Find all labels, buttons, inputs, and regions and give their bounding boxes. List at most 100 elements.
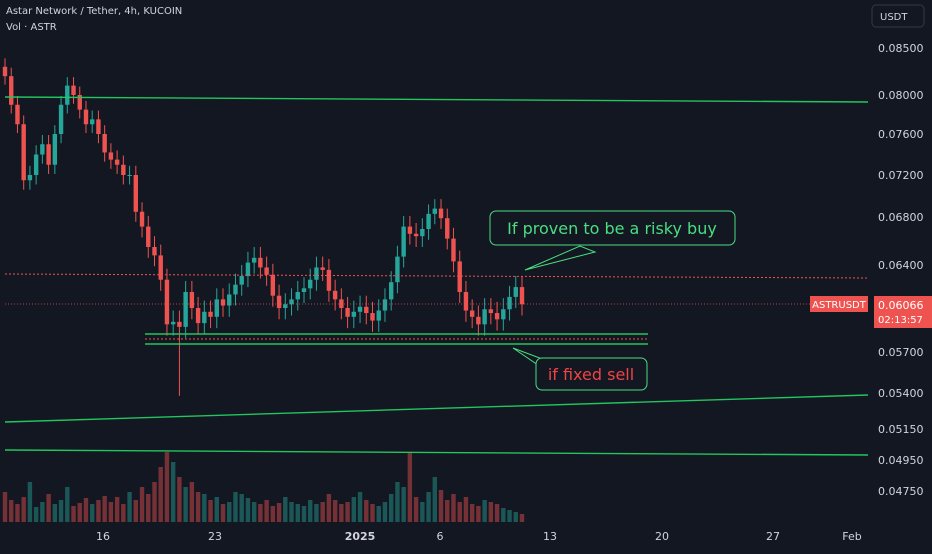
- candle-body: [276, 295, 282, 309]
- candle-body: [121, 164, 126, 175]
- buy-callout-box[interactable]: [489, 210, 736, 246]
- time-tick-label: 16: [96, 530, 110, 543]
- volume-bar: [71, 506, 76, 522]
- candle-body: [177, 321, 182, 327]
- candle-body: [320, 267, 325, 270]
- volume-bar: [220, 504, 226, 522]
- volume-bar: [376, 506, 381, 522]
- volume-bar: [208, 500, 213, 522]
- candle-body: [170, 321, 176, 325]
- volume-bar: [370, 504, 375, 522]
- time-tick-label: 6: [437, 530, 444, 543]
- volume-bar: [314, 504, 319, 522]
- price-axis[interactable]: 0.08500 0.08000 0.07600 0.07200 0.06800 0.064…: [878, 42, 924, 498]
- time-tick-label: 27: [766, 530, 780, 543]
- volume-bar: [401, 487, 406, 522]
- price-tick-label: 0.04950: [878, 454, 924, 467]
- candle-body: [382, 299, 388, 311]
- candle-body: [158, 255, 163, 280]
- volume-bar: [58, 500, 64, 522]
- candle-countdown: 02:13:57: [878, 315, 923, 326]
- volume-bar: [451, 494, 456, 522]
- lower-trendline[interactable]: [4, 394, 869, 423]
- candle-body: [401, 226, 406, 257]
- candle-body: [58, 104, 64, 134]
- candle-body: [195, 308, 201, 324]
- volume-bar: [108, 502, 114, 522]
- volume-bar: [438, 490, 444, 522]
- price-tick-label: 0.06800: [878, 211, 924, 224]
- volume-bar: [65, 487, 70, 522]
- volume-bar: [9, 500, 14, 522]
- candle-body: [83, 109, 89, 125]
- candle-body: [208, 311, 213, 317]
- price-tick-label: 0.08000: [878, 89, 924, 102]
- volume-bar: [227, 502, 232, 522]
- candle-body: [233, 284, 238, 295]
- volume-bar: [482, 500, 487, 522]
- candle-body: [146, 226, 151, 247]
- candles: [2, 58, 525, 396]
- candle-body: [388, 282, 394, 300]
- candle-body: [519, 287, 525, 305]
- candle-body: [370, 313, 375, 321]
- candle-body: [432, 208, 437, 214]
- volume-indicator-title[interactable]: Vol · ASTR: [6, 22, 57, 33]
- candle-body: [2, 66, 8, 77]
- volume-bar: [513, 512, 518, 522]
- candle-body: [52, 134, 58, 165]
- volume-bar: [388, 494, 394, 522]
- volume-bar: [413, 497, 419, 522]
- candle-body: [314, 267, 319, 280]
- candle-body: [364, 306, 369, 314]
- price-tick-label: 0.07600: [878, 128, 924, 141]
- volume-bar: [445, 500, 450, 522]
- volume-bar: [15, 504, 20, 522]
- volume-bar: [158, 467, 163, 522]
- volume-bar: [276, 503, 282, 522]
- volume-bar: [432, 477, 437, 522]
- sell-callout-box[interactable]: [535, 357, 648, 391]
- volume-bar: [195, 492, 201, 522]
- currency-badge-bg[interactable]: [871, 4, 925, 28]
- upper-trendline[interactable]: [4, 96, 869, 103]
- candle-body: [245, 262, 251, 277]
- time-tick-label: 13: [543, 530, 557, 543]
- volume-bar: [507, 510, 512, 522]
- buy-callout-pointer: [524, 245, 597, 271]
- candle-body: [133, 175, 139, 212]
- resistance-dotted-line: [4, 273, 869, 279]
- volume-bar: [463, 497, 469, 522]
- candle-body: [283, 304, 288, 309]
- time-tick-label: Feb: [842, 530, 861, 543]
- volume-bar: [494, 504, 500, 522]
- candle-body: [494, 313, 500, 320]
- volume-bar: [152, 482, 157, 522]
- candle-body: [351, 311, 357, 317]
- candle-body: [127, 175, 132, 176]
- candle-body: [308, 279, 313, 289]
- volume-bar: [426, 492, 431, 522]
- volume-bar: [357, 492, 363, 522]
- volume-bar: [476, 506, 481, 522]
- time-axis[interactable]: 16 23 2025 6 13 20 27 Feb: [96, 530, 862, 543]
- volume-bar: [2, 492, 8, 522]
- volume-bar: [501, 508, 506, 522]
- candle-body: [413, 233, 419, 237]
- candle-body: [357, 306, 363, 312]
- candle-body: [507, 296, 512, 310]
- symbol-title[interactable]: Astar Network / Tether, 4h, KUCOIN: [6, 6, 183, 17]
- volume-bar: [96, 500, 101, 522]
- bottom-horizontal-line[interactable]: [4, 449, 869, 456]
- symbol-price-tag-bg: [810, 296, 868, 312]
- candle-body: [33, 154, 39, 175]
- volume-bar: [90, 504, 95, 522]
- volume-bar: [283, 497, 288, 522]
- volume-bar: [40, 502, 45, 522]
- symbol-price-tag: ASTRUSDT: [812, 300, 867, 311]
- candle-body: [102, 134, 107, 153]
- candle-body: [202, 311, 207, 324]
- volume-bar: [395, 482, 400, 522]
